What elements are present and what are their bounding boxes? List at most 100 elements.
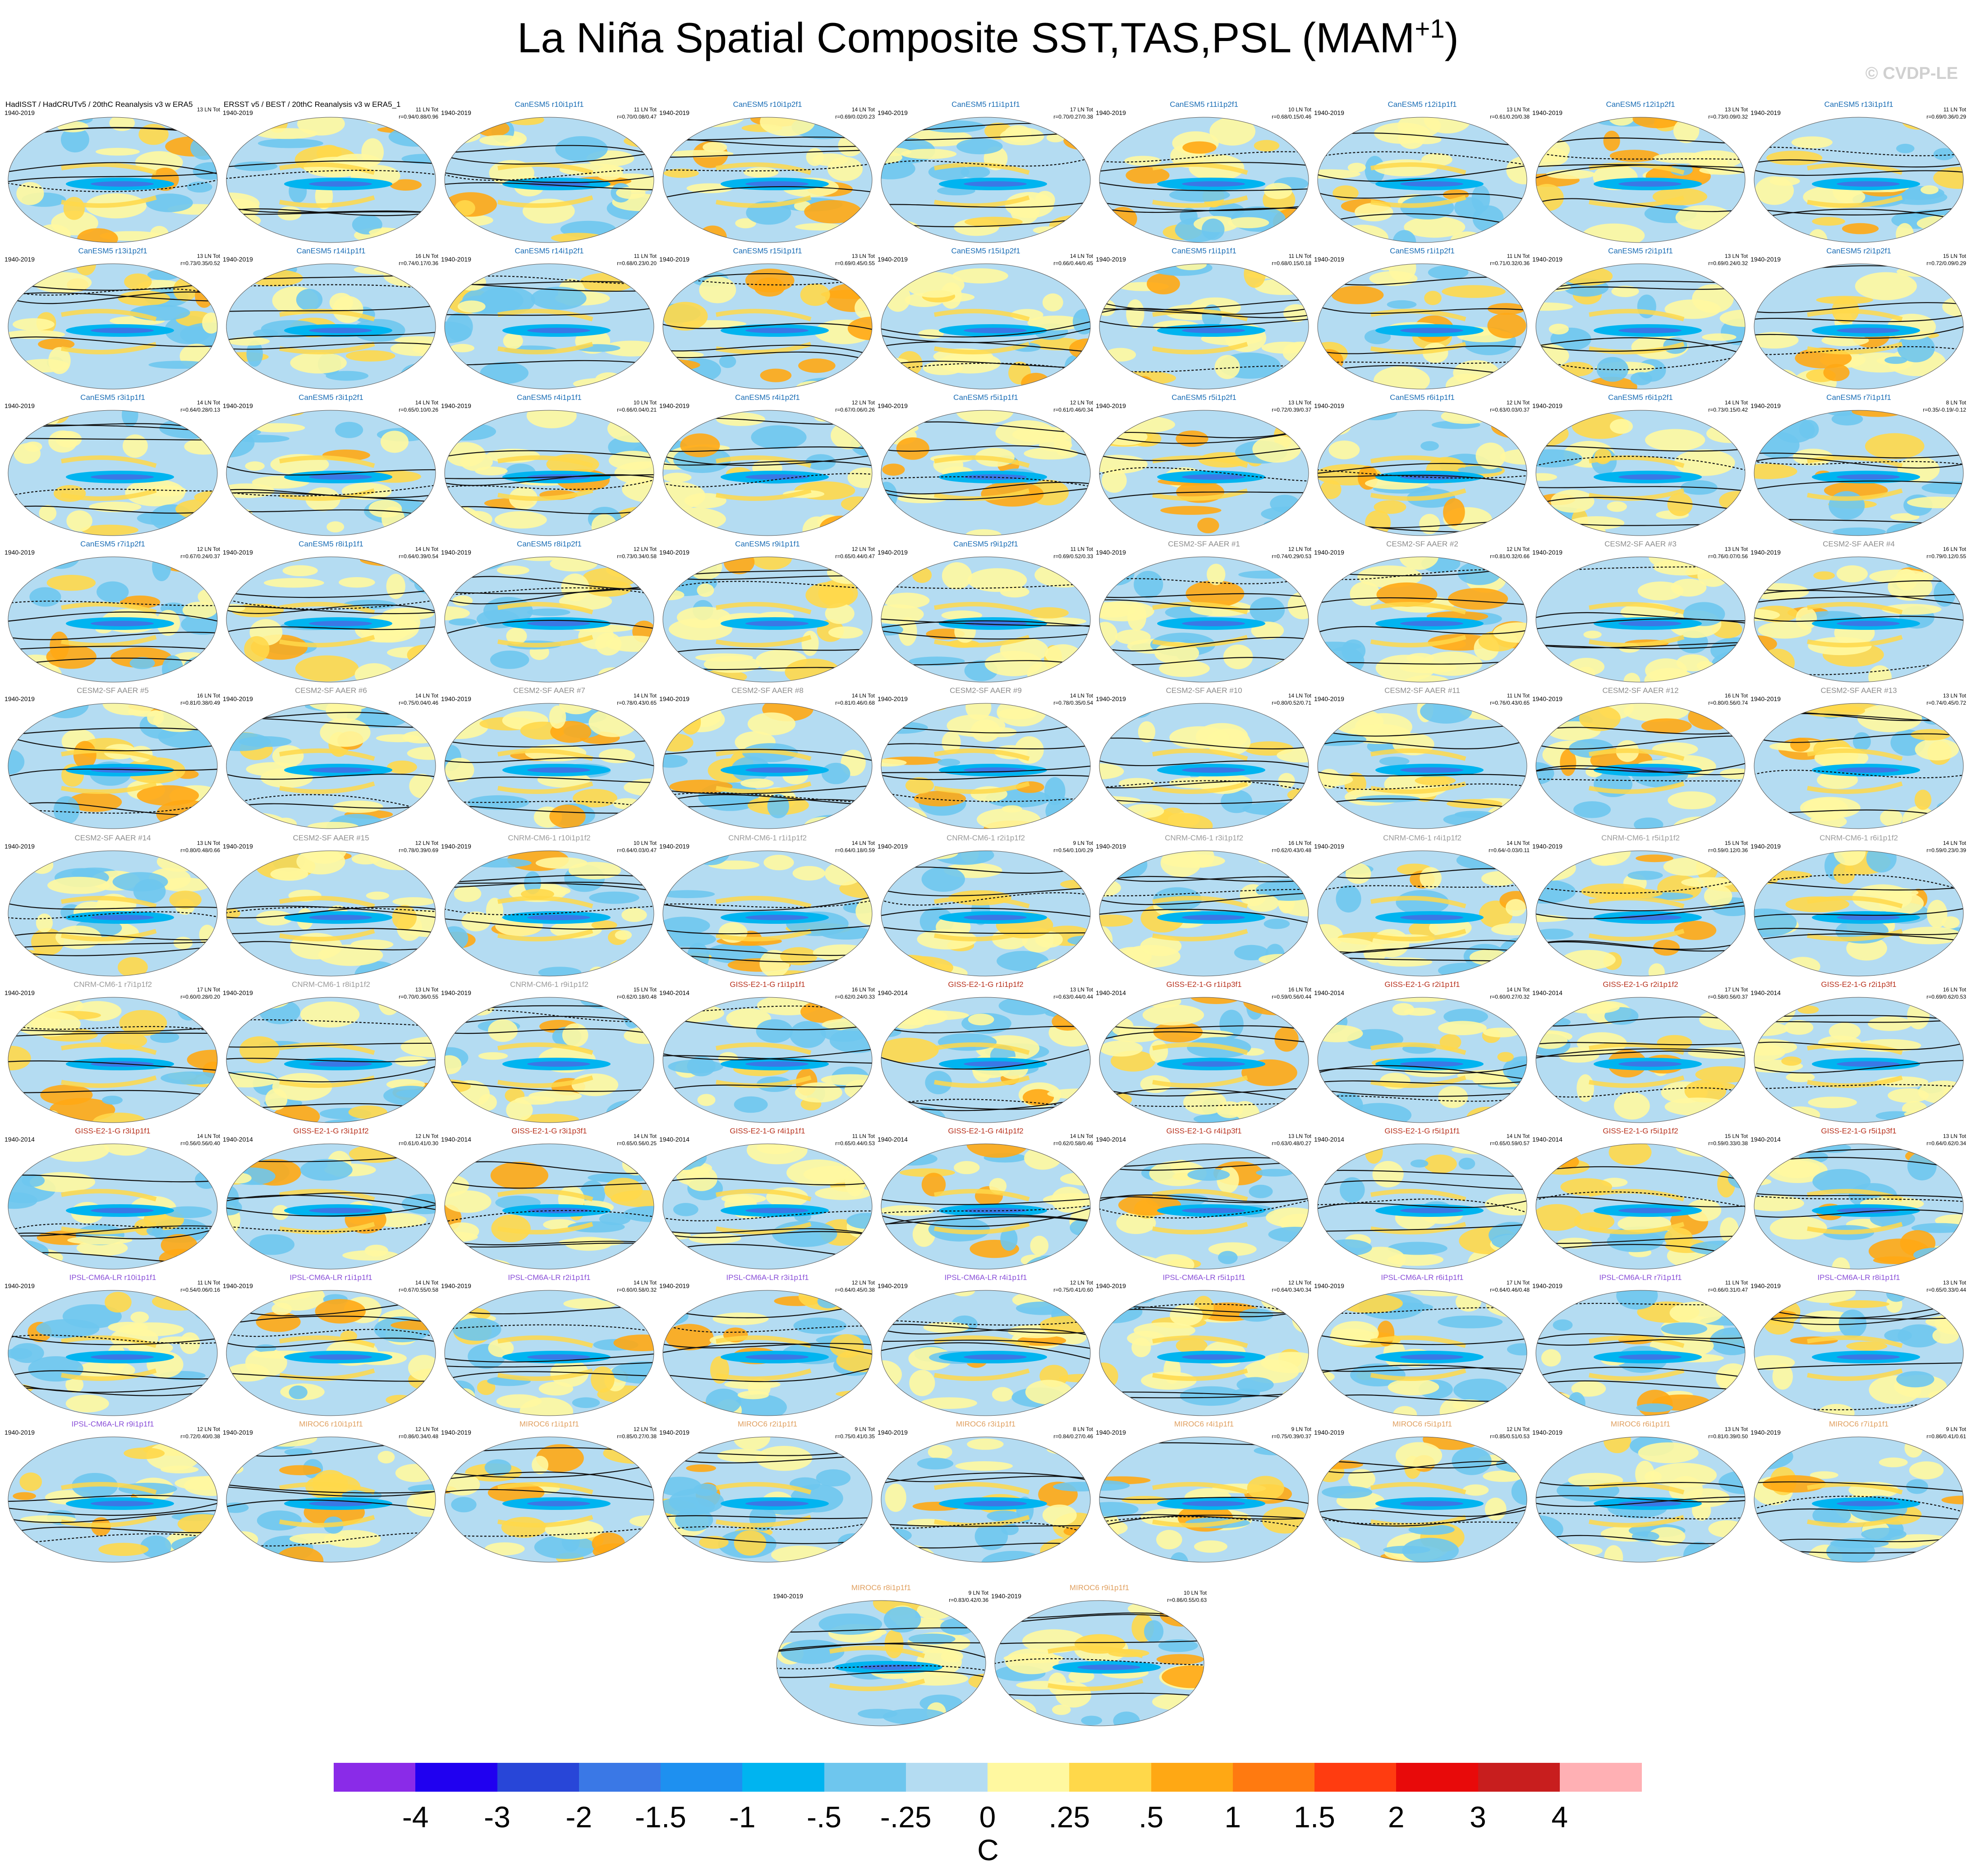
panel-title: MIROC6 r6i1p1f1 [1610, 1420, 1671, 1428]
panel-years: 1940-2019 [1532, 695, 1562, 702]
panel-years: 1940-2014 [1314, 989, 1344, 996]
global-map [1317, 556, 1527, 683]
panel-years: 1940-2019 [223, 843, 253, 850]
panel-pattern-correlation: r=0.81/0.46/0.68 [835, 700, 875, 706]
panel-pattern-correlation: r=0.68/0.15/0.18 [1272, 260, 1311, 266]
global-map [1754, 1436, 1964, 1563]
panel-event-count: 13 LN Tot [415, 986, 438, 993]
global-map [8, 410, 218, 536]
panel-pattern-correlation: r=0.64/0.46/0.48 [1490, 1287, 1530, 1293]
panel-event-count: 13 LN Tot [1288, 399, 1311, 406]
panel-pattern-correlation: r=0.68/0.15/0.46 [1272, 114, 1311, 120]
global-map [8, 850, 218, 977]
panel-years: 1940-2019 [223, 402, 253, 409]
panel-title: MIROC6 r2i1p1f1 [737, 1420, 798, 1428]
global-map [881, 1290, 1091, 1416]
panel-title: CanESM5 r6i1p1f1 [1390, 393, 1455, 402]
panel-title: CNRM-CM6-1 r3i1p1f2 [1165, 834, 1243, 842]
panel-years: 1940-2019 [878, 843, 908, 850]
colorbar-tick-label: -1 [729, 1800, 756, 1834]
panel-event-count: 16 LN Tot [1943, 986, 1966, 993]
global-map [226, 997, 436, 1123]
panel-pattern-correlation: r=0.85/0.27/0.38 [617, 1433, 657, 1440]
panel-pattern-correlation: r=0.62/0.43/0.48 [1272, 847, 1311, 853]
panel-pattern-correlation: r=0.86/0.41/0.61 [1926, 1433, 1966, 1440]
global-map [226, 263, 436, 390]
map-panel: CanESM5 r10i1p1f1 1940-2019 11 LN Tot r=0.7… [440, 100, 658, 247]
panel-title: CNRM-CM6-1 r5i1p1f2 [1601, 834, 1680, 842]
panel-years: 1940-2019 [1096, 695, 1126, 702]
panel-years: 1940-2019 [223, 1429, 253, 1436]
global-map [1535, 1290, 1746, 1416]
map-panel: GISS-E2-1-G r1i1p1f2 1940-2014 13 LN Tot r=… [877, 980, 1095, 1127]
panel-years: 1940-2019 [659, 1429, 689, 1436]
panel-years: 1940-2019 [878, 109, 908, 116]
global-map [662, 1436, 873, 1563]
global-map [444, 263, 654, 390]
colorbar-tick-label: .25 [1048, 1800, 1090, 1834]
panel-event-count: 12 LN Tot [851, 546, 875, 552]
panel-title: GISS-E2-1-G r5i1p1f1 [1384, 1127, 1460, 1135]
panel-pattern-correlation: r=0.69/0.62/0.53 [1926, 994, 1966, 1000]
panel-years: 1940-2019 [1532, 1429, 1562, 1436]
map-panel: CanESM5 r7i1p1f1 1940-2019 8 LN Tot r=0.35/… [1750, 393, 1968, 540]
panel-event-count: 9 LN Tot [1291, 1426, 1311, 1432]
global-map [662, 1143, 873, 1270]
panel-years: 1940-2014 [223, 1136, 253, 1143]
panel-event-count: 14 LN Tot [197, 399, 220, 406]
panel-pattern-correlation: r=0.80/0.48/0.66 [180, 847, 220, 853]
global-map [662, 850, 873, 977]
panel-title: CESM2-SF AAER #15 [293, 834, 369, 842]
map-panel: MIROC6 r1i1p1f1 1940-2019 12 LN Tot r=0.85/… [440, 1420, 658, 1566]
panel-years: 1940-2019 [441, 1282, 471, 1289]
panel-event-count: 15 LN Tot [633, 986, 657, 993]
map-panel: CESM2-SF AAER #10 1940-2019 14 LN Tot r=0.8… [1095, 686, 1313, 833]
panel-event-count: 12 LN Tot [415, 840, 438, 846]
global-map [881, 263, 1091, 390]
panel-years: 1940-2014 [5, 1136, 35, 1143]
panel-pattern-correlation: r=0.64/0.39/0.54 [399, 553, 438, 560]
map-panel: CanESM5 r15i1p1f1 1940-2019 13 LN Tot r=0.6… [658, 247, 877, 393]
panel-years: 1940-2019 [878, 402, 908, 409]
global-map [1099, 556, 1309, 683]
panel-pattern-correlation: r=0.76/0.07/0.56 [1708, 553, 1748, 560]
map-panel: CanESM5 r3i1p1f1 1940-2019 14 LN Tot r=0.64… [4, 393, 222, 540]
panel-pattern-correlation: r=0.60/0.58/0.32 [617, 1287, 657, 1293]
global-map [662, 703, 873, 829]
panel-title: GISS-E2-1-G r3i1p1f1 [75, 1127, 151, 1135]
panel-years: 1940-2019 [659, 549, 689, 556]
panel-pattern-correlation: r=0.60/0.28/0.20 [180, 994, 220, 1000]
panel-event-count: 14 LN Tot [415, 1280, 438, 1286]
map-panel: MIROC6 r10i1p1f1 1940-2019 12 LN Tot r=0.86… [222, 1420, 440, 1566]
panel-title: CESM2-SF AAER #6 [295, 686, 367, 695]
map-panel: CanESM5 r13i1p2f1 1940-2019 13 LN Tot r=0.7… [4, 247, 222, 393]
map-panel: CanESM5 r8i1p2f1 1940-2019 12 LN Tot r=0.73… [440, 540, 658, 686]
panel-title: CanESM5 r1i1p2f1 [1390, 247, 1455, 255]
global-map [226, 410, 436, 536]
panel-title: CNRM-CM6-1 r9i1p1f2 [510, 980, 588, 989]
panel-title: MIROC6 r7i1p1f1 [1829, 1420, 1889, 1428]
panel-event-count: 16 LN Tot [851, 986, 875, 993]
panel-event-count: 12 LN Tot [1288, 1280, 1311, 1286]
panel-years: 1940-2019 [441, 402, 471, 409]
global-map [8, 1436, 218, 1563]
panel-title: IPSL-CM6A-LR r5i1p1f1 [1163, 1273, 1245, 1282]
panel-years: 1940-2019 [441, 549, 471, 556]
panel-title: MIROC6 r10i1p1f1 [299, 1420, 363, 1428]
panel-event-count: 9 LN Tot [1946, 1426, 1966, 1432]
map-panel: CESM2-SF AAER #3 1940-2019 13 LN Tot r=0.76… [1531, 540, 1750, 686]
colorbar-swatch [497, 1763, 579, 1792]
panel-pattern-correlation: r=0.73/0.09/0.32 [1708, 114, 1748, 120]
panel-event-count: 13 LN Tot [1506, 106, 1530, 113]
map-panel: GISS-E2-1-G r1i1p3f1 1940-2014 16 LN Tot r=… [1095, 980, 1313, 1127]
global-map [444, 1290, 654, 1416]
global-map [1535, 1143, 1746, 1270]
map-panel: CanESM5 r15i1p2f1 1940-2019 14 LN Tot r=0.6… [877, 247, 1095, 393]
panel-event-count: 8 LN Tot [1946, 399, 1966, 406]
map-panel: CNRM-CM6-1 r3i1p1f2 1940-2019 16 LN Tot r=0… [1095, 834, 1313, 980]
panel-years: 1940-2019 [1751, 1429, 1781, 1436]
global-map [8, 117, 218, 243]
panel-event-count: 14 LN Tot [1288, 693, 1311, 699]
panel-years: 1940-2019 [5, 1429, 35, 1436]
panel-years: 1940-2019 [441, 256, 471, 263]
